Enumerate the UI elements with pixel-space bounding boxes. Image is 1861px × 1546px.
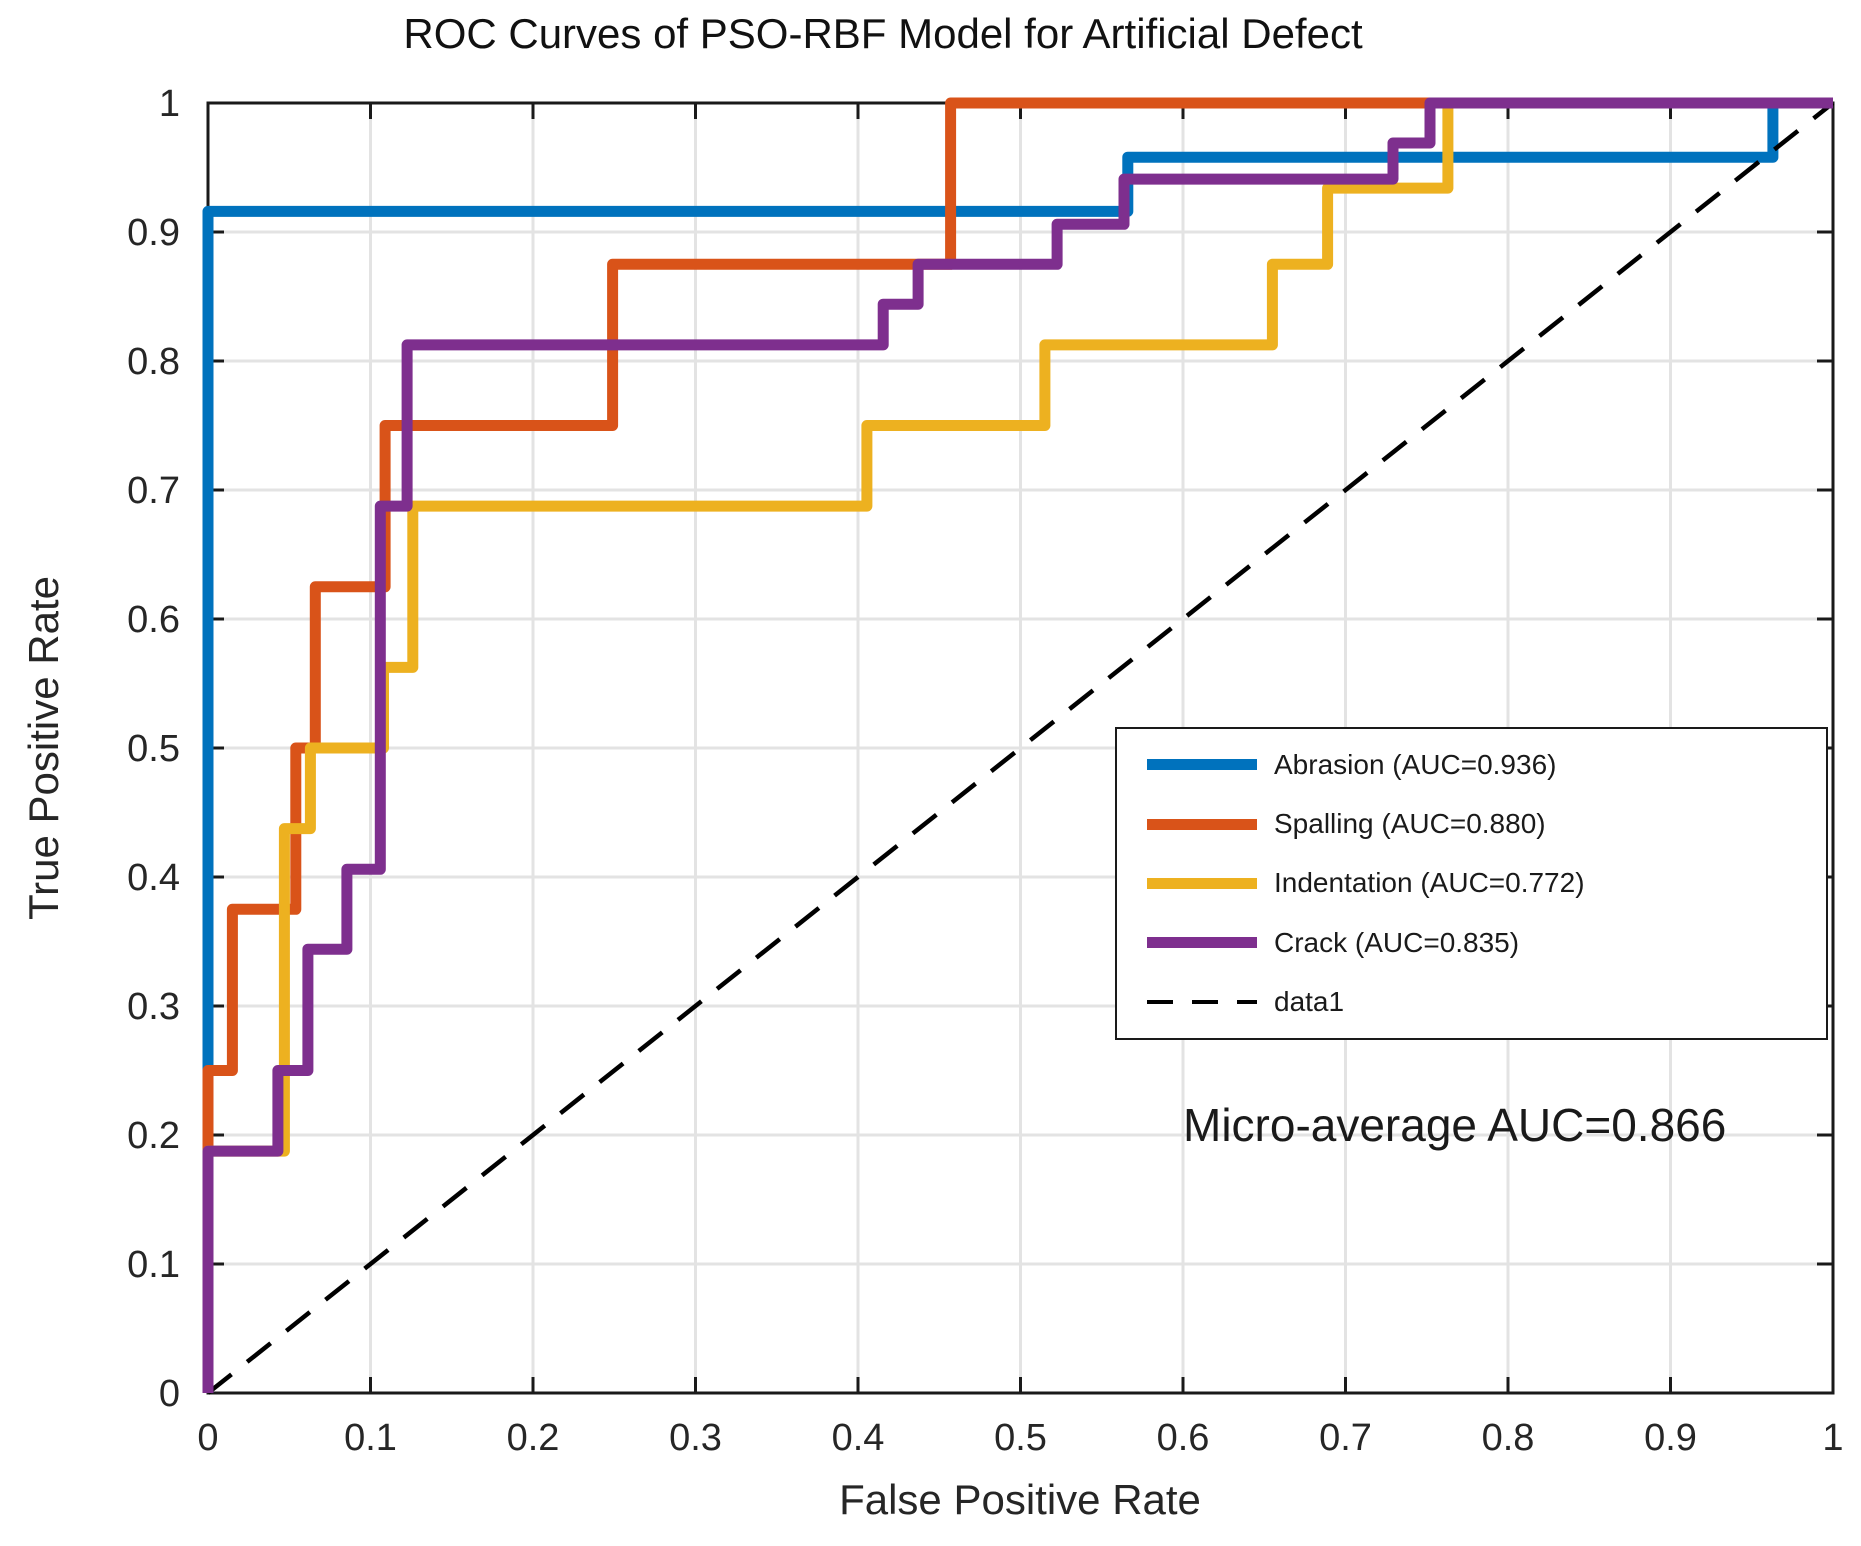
roc-curve-data1: [206, 101, 1835, 1395]
x-tick-label: 0: [197, 1417, 218, 1459]
legend-item-data1: data1: [1117, 974, 1826, 1030]
chart-title: ROC Curves of PSO-RBF Model for Artifici…: [403, 10, 1363, 57]
roc-curve-crack: [202, 97, 1833, 1393]
y-tick-label: 0: [159, 1373, 180, 1415]
legend-box: Abrasion (AUC=0.936) Spalling (AUC=0.880…: [1115, 727, 1828, 1040]
y-tick-label: 0.2: [127, 1115, 180, 1157]
legend-item-indentation: Indentation (AUC=0.772): [1117, 855, 1826, 911]
legend-label: data1: [1274, 986, 1345, 1018]
data1-dashed-swatch: [1147, 1000, 1257, 1005]
y-tick-label: 0.5: [127, 728, 180, 770]
roc-curve-indentation: [202, 97, 1833, 1393]
x-tick-label: 0.1: [344, 1417, 397, 1459]
abrasion-line-swatch: [1147, 759, 1257, 771]
x-tick-label: 0.5: [994, 1417, 1047, 1459]
y-tick-label: 0.8: [127, 341, 180, 383]
crack-line-swatch: [1147, 937, 1257, 949]
legend-label: Indentation (AUC=0.772): [1274, 867, 1585, 899]
y-tick-label: 0.7: [127, 470, 180, 512]
legend-label: Abrasion (AUC=0.936): [1274, 748, 1557, 780]
x-tick-label: 0.8: [1482, 1417, 1535, 1459]
x-axis-label: False Positive Rate: [839, 1476, 1201, 1523]
x-tick-label: 0.2: [507, 1417, 560, 1459]
legend-item-crack: Crack (AUC=0.835): [1117, 915, 1826, 971]
x-tick-label: 0.3: [669, 1417, 722, 1459]
y-axis-label: True Positive Rate: [20, 576, 67, 920]
y-tick-label: 0.9: [127, 212, 180, 254]
x-tick-label: 0.7: [1319, 1417, 1372, 1459]
x-tick-label: 0.9: [1644, 1417, 1697, 1459]
y-tick-label: 1: [159, 83, 180, 125]
y-tick-label: 0.1: [127, 1244, 180, 1286]
x-tick-label: 0.4: [832, 1417, 885, 1459]
legend-item-abrasion: Abrasion (AUC=0.936): [1117, 737, 1826, 793]
y-tick-label: 0.4: [127, 857, 180, 899]
x-tick-label: 0.6: [1157, 1417, 1210, 1459]
indentation-line-swatch: [1147, 877, 1257, 889]
y-tick-label: 0.3: [127, 986, 180, 1028]
roc-curve-spalling: [202, 97, 1833, 1393]
legend-label: Crack (AUC=0.835): [1274, 926, 1520, 958]
y-tick-label: 0.6: [127, 599, 180, 641]
spalling-line-swatch: [1147, 818, 1257, 830]
legend-item-spalling: Spalling (AUC=0.880): [1117, 796, 1826, 852]
micro-average-annotation: Micro-average AUC=0.866: [1183, 1099, 1727, 1151]
x-tick-label: 1: [1822, 1417, 1843, 1459]
legend-label: Spalling (AUC=0.880): [1274, 808, 1546, 840]
